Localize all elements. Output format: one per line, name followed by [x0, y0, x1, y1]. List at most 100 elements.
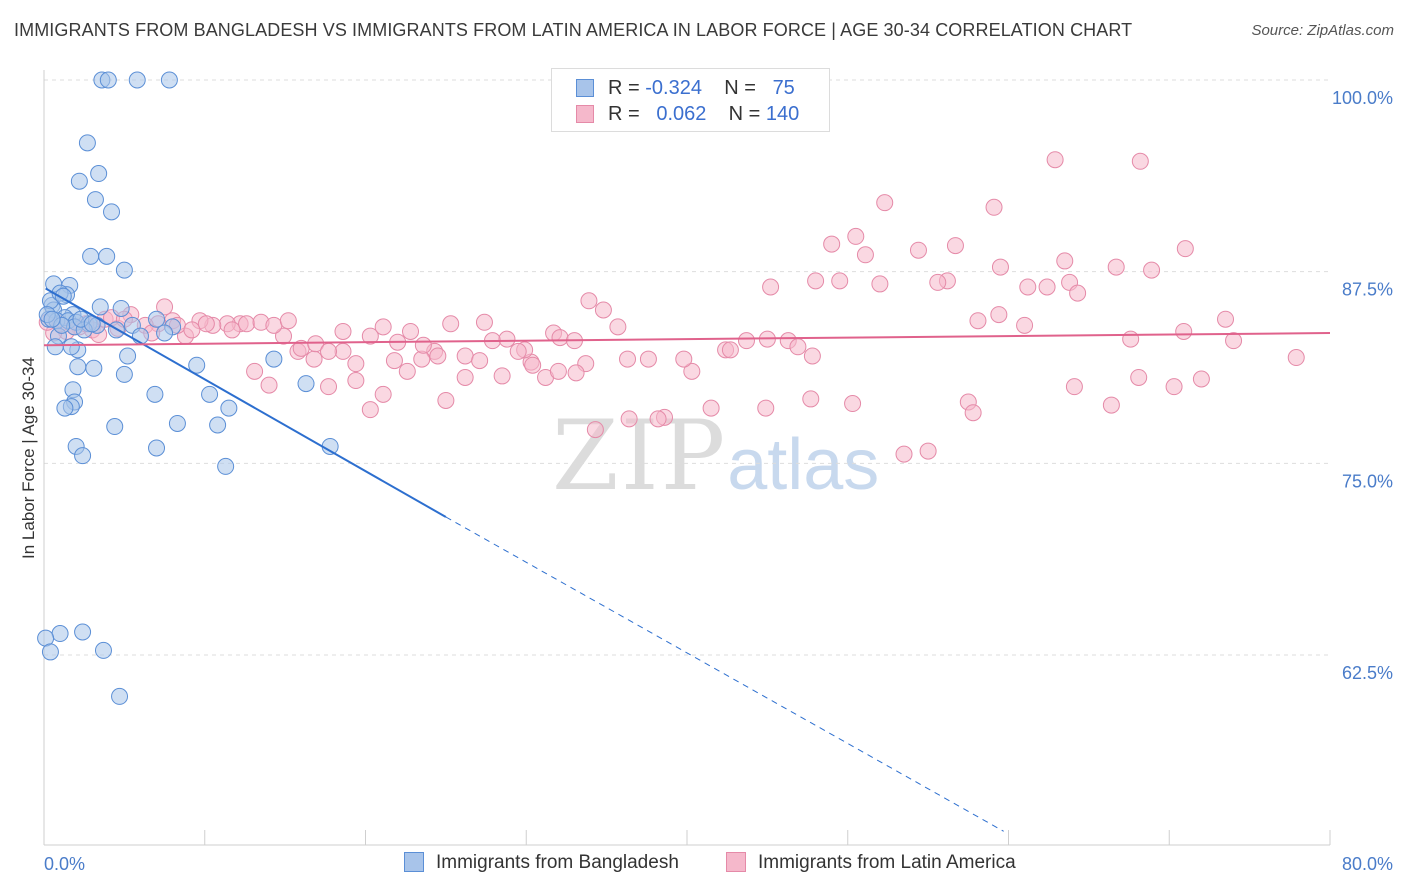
watermark: ZIPatlas — [552, 400, 879, 512]
legend-n-value: 75 — [772, 77, 795, 99]
axes — [43, 70, 1330, 846]
data-point — [238, 315, 256, 333]
data-point — [334, 322, 352, 340]
data-point — [209, 416, 227, 434]
data-point — [1038, 278, 1056, 296]
data-point — [246, 362, 264, 380]
data-point — [334, 342, 352, 360]
data-point — [1056, 252, 1074, 270]
data-point — [789, 338, 807, 356]
data-point — [51, 625, 69, 643]
bangladesh-points — [37, 71, 339, 705]
data-point — [807, 272, 825, 290]
data-point — [620, 410, 638, 428]
data-point — [347, 355, 365, 373]
legend-r-value: 0.062 — [656, 103, 707, 125]
bottom-legend-label: Immigrants from Latin America — [758, 852, 1016, 873]
y-tick-label: 87.5% — [1342, 280, 1393, 300]
x-tick-label-max: 80.0% — [1342, 854, 1393, 874]
data-point — [876, 194, 894, 212]
data-point — [639, 350, 657, 368]
data-point — [74, 447, 92, 465]
legend-swatch-pink — [576, 105, 594, 123]
data-point — [946, 237, 964, 255]
legend-row-bangladesh: R = -0.324 N = 75 — [576, 77, 795, 101]
y-tick-label: 62.5% — [1342, 663, 1393, 683]
data-point — [594, 301, 612, 319]
data-point — [649, 410, 667, 428]
data-point — [702, 399, 720, 417]
data-point — [683, 362, 701, 380]
x-ticks — [43, 830, 1331, 845]
data-point — [402, 322, 420, 340]
data-point — [969, 312, 987, 330]
data-point — [1065, 378, 1083, 396]
data-point — [56, 399, 74, 417]
data-point — [115, 365, 133, 383]
data-point — [802, 390, 820, 408]
data-point — [991, 258, 1009, 276]
data-point — [456, 347, 474, 365]
data-point — [1102, 396, 1120, 414]
data-point — [374, 318, 392, 336]
data-point — [847, 227, 865, 245]
data-point — [1165, 378, 1183, 396]
bottom-legend-label: Immigrants from Bangladesh — [436, 852, 679, 873]
data-point — [148, 439, 166, 457]
y-tick-label: 100.0% — [1332, 88, 1393, 108]
data-point — [964, 404, 982, 422]
data-point — [361, 401, 379, 419]
data-point — [1107, 258, 1125, 276]
watermark-atlas: atlas — [727, 425, 880, 505]
data-point — [1122, 330, 1140, 348]
data-point — [260, 376, 278, 394]
data-point — [320, 378, 338, 396]
data-point — [279, 312, 297, 330]
data-point — [220, 399, 238, 417]
data-point — [74, 623, 92, 641]
data-point — [103, 203, 121, 221]
data-point — [112, 299, 130, 317]
data-point — [201, 385, 219, 403]
data-point — [1225, 332, 1243, 350]
data-point — [91, 298, 109, 316]
data-point — [90, 165, 108, 183]
legend-n-label: N = — [728, 103, 761, 125]
data-point — [223, 321, 241, 339]
data-point — [265, 316, 283, 334]
data-point — [374, 385, 392, 403]
data-point — [99, 71, 117, 89]
correlation-legend: R = -0.324 N = 75 R = 0.062 N = 140 — [551, 68, 830, 132]
data-point — [856, 246, 874, 264]
data-point — [156, 324, 174, 342]
data-point — [146, 385, 164, 403]
data-point — [437, 391, 455, 409]
data-point — [183, 321, 201, 339]
data-point — [580, 292, 598, 310]
legend-r-label: R = — [608, 103, 640, 125]
data-point — [1131, 152, 1149, 170]
data-point — [586, 421, 604, 439]
data-point — [721, 341, 739, 359]
y-tick-label: 75.0% — [1342, 471, 1393, 491]
data-point — [385, 352, 403, 370]
data-point — [524, 356, 542, 374]
data-point — [871, 275, 889, 293]
data-point — [119, 347, 137, 365]
data-point — [1192, 370, 1210, 388]
data-point — [94, 641, 112, 659]
data-point — [46, 338, 64, 356]
bottom-legend-swatch-pink — [726, 852, 746, 872]
data-point — [985, 198, 1003, 216]
data-point — [320, 342, 338, 360]
data-point — [919, 442, 937, 460]
data-point — [429, 347, 447, 365]
legend-r-value: -0.324 — [645, 77, 702, 99]
data-point — [475, 313, 493, 331]
data-point — [217, 457, 235, 475]
data-point — [551, 329, 569, 347]
bottom-legend-bangladesh: Immigrants from Bangladesh — [404, 852, 679, 876]
data-point — [1217, 310, 1235, 328]
data-point — [1130, 368, 1148, 386]
